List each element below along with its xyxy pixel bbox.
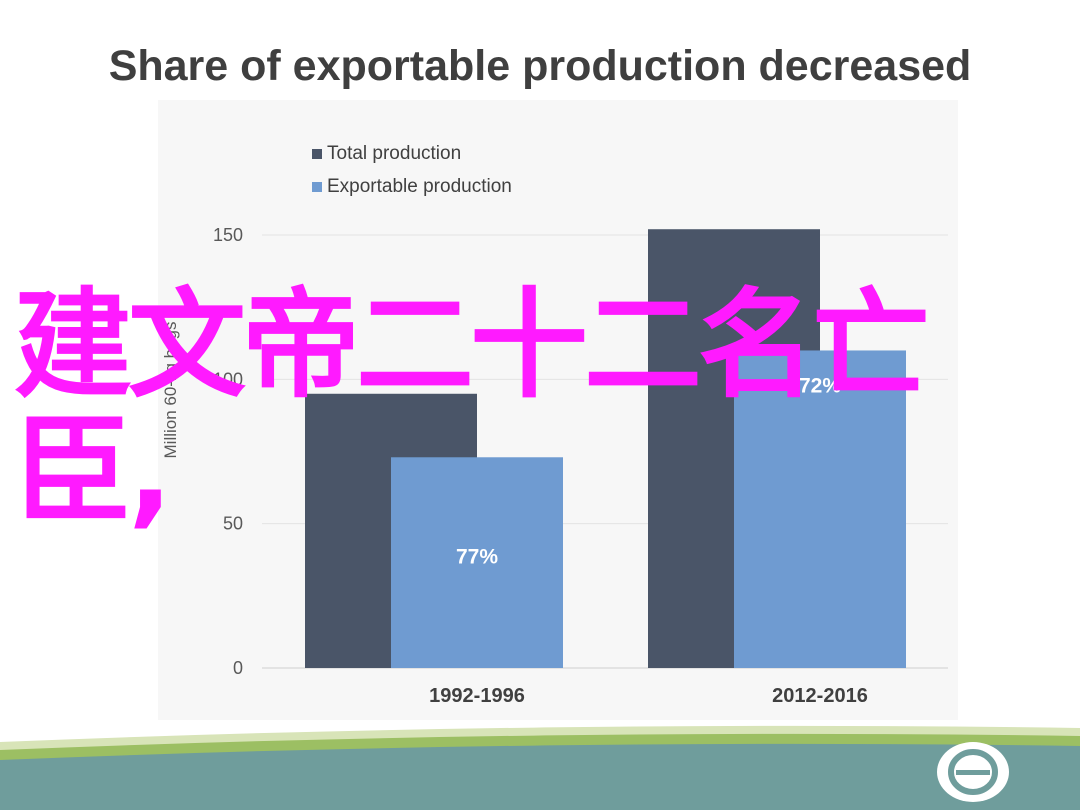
y-tick-label: 100 (213, 369, 243, 389)
legend-label: Total production (327, 143, 461, 164)
overlay-watermark-text: 建文帝二十二名亡臣, (14, 276, 930, 540)
y-axis-title: Million 60-kg bags (161, 321, 180, 458)
slide-title: Share of exportable production decreased (108, 42, 972, 90)
bar-exportable-0 (391, 457, 563, 668)
legend: Total production Exportable production (312, 143, 512, 197)
labels: 0 50 100 150 Million 60-kg bags 77% 1992-1996 7… (161, 225, 868, 707)
bar-chart: 0 50 100 150 Million 60-kg bags 77% 1992-1996 7… (161, 143, 948, 707)
bars (305, 229, 906, 668)
y-tick-label: 150 (213, 225, 243, 245)
x-tick-label: 2012-2016 (772, 685, 868, 707)
data-label: 77% (456, 545, 498, 568)
y-tick-label: 0 (233, 658, 243, 678)
footer-band (0, 725, 1080, 810)
data-label: 72% (799, 374, 841, 397)
legend-swatch (312, 149, 322, 159)
legend-swatch (312, 182, 322, 192)
legend-label: Exportable production (327, 176, 512, 197)
logo-icon (937, 742, 1009, 802)
bar-exportable-1 (734, 350, 906, 668)
x-tick-label: 1992-1996 (429, 685, 525, 707)
y-tick-label: 50 (223, 514, 243, 534)
